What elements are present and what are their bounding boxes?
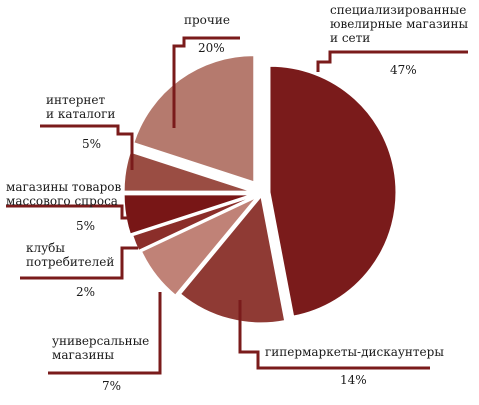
leader-line: [238, 300, 430, 370]
slice-label: гипермаркеты-дискаунтеры: [265, 345, 444, 359]
pie-slice: [132, 196, 253, 251]
slice-label: интернет и каталоги: [46, 93, 115, 121]
slice-label: специализированные ювелирные магазины и се…: [330, 3, 469, 45]
slice-label: магазины товаров массового спроса: [6, 180, 122, 208]
pie-slice: [133, 55, 255, 183]
slice-percent-label: 5%: [76, 219, 95, 233]
slice-percent-label: 5%: [82, 137, 101, 151]
slice-percent-label: 2%: [76, 285, 95, 299]
leader-line: [40, 124, 134, 170]
slice-percent-label: 7%: [102, 379, 121, 393]
leader-line: [6, 204, 130, 220]
slice-percent-label: 20%: [198, 41, 225, 55]
slice-label: клубы потребителей: [26, 241, 114, 269]
pie-slice: [123, 194, 251, 235]
pie-slice: [179, 195, 286, 324]
slice-percent-label: 47%: [390, 63, 417, 77]
leader-line: [20, 246, 138, 280]
pie-slice: [141, 197, 257, 296]
pie-slice: [123, 151, 251, 192]
slice-percent-label: 14%: [340, 373, 367, 387]
leader-line: [48, 292, 162, 375]
slice-label: универсальные магазины: [52, 334, 149, 362]
pie-slice: [269, 65, 397, 317]
leader-line: [316, 50, 468, 72]
slice-label: прочие: [184, 13, 230, 27]
leader-line: [172, 36, 240, 128]
